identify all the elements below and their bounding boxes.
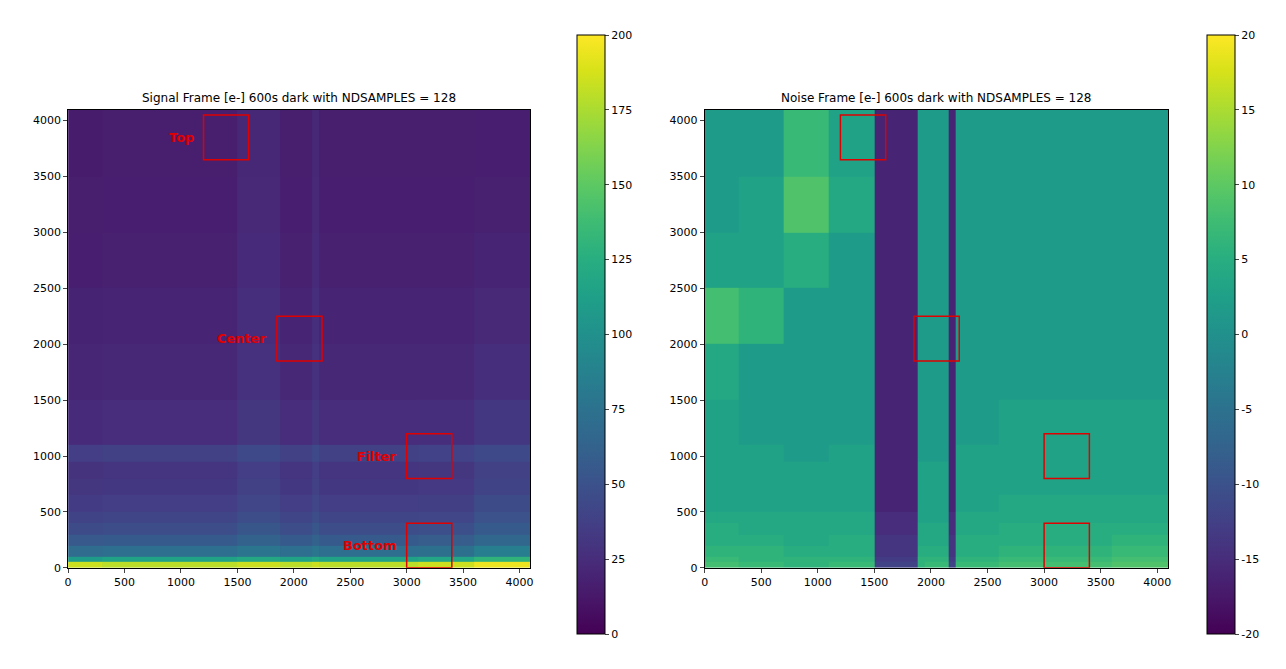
svg-text:2000: 2000 [33, 338, 61, 351]
svg-text:1500: 1500 [669, 394, 697, 407]
svg-text:2000: 2000 [669, 338, 697, 351]
svg-text:500: 500 [114, 576, 135, 589]
svg-text:100: 100 [611, 328, 632, 341]
svg-text:-20: -20 [1241, 628, 1259, 641]
svg-text:0: 0 [611, 628, 618, 641]
svg-text:20: 20 [1241, 29, 1255, 42]
svg-text:2500: 2500 [974, 576, 1002, 589]
svg-text:0: 0 [1241, 328, 1248, 341]
svg-text:1000: 1000 [669, 450, 697, 463]
svg-text:2500: 2500 [33, 282, 61, 295]
svg-text:Filter: Filter [357, 449, 397, 464]
svg-text:500: 500 [40, 506, 61, 519]
svg-text:150: 150 [611, 179, 632, 192]
svg-text:1500: 1500 [223, 576, 251, 589]
svg-text:0: 0 [701, 576, 708, 589]
svg-text:500: 500 [751, 576, 772, 589]
svg-text:1000: 1000 [33, 450, 61, 463]
svg-text:15: 15 [1241, 104, 1255, 117]
svg-text:2500: 2500 [669, 282, 697, 295]
svg-text:500: 500 [676, 506, 697, 519]
svg-text:200: 200 [611, 29, 632, 42]
svg-text:Signal Frame [e-] 600s dark wi: Signal Frame [e-] 600s dark with NDSAMPL… [142, 91, 456, 105]
svg-text:25: 25 [611, 553, 625, 566]
svg-text:50: 50 [611, 478, 625, 491]
svg-text:1000: 1000 [804, 576, 832, 589]
svg-text:3000: 3000 [33, 226, 61, 239]
svg-text:2000: 2000 [280, 576, 308, 589]
svg-text:-10: -10 [1241, 478, 1259, 491]
svg-text:-15: -15 [1241, 553, 1259, 566]
svg-text:Center: Center [217, 331, 267, 346]
svg-text:3000: 3000 [1030, 576, 1058, 589]
svg-text:1000: 1000 [167, 576, 195, 589]
svg-text:2500: 2500 [336, 576, 364, 589]
svg-text:75: 75 [611, 403, 625, 416]
svg-text:Noise Frame [e-] 600s dark wit: Noise Frame [e-] 600s dark with NDSAMPLE… [781, 91, 1091, 105]
svg-text:3500: 3500 [1087, 576, 1115, 589]
svg-text:4000: 4000 [33, 114, 61, 127]
svg-text:10: 10 [1241, 179, 1255, 192]
svg-text:3500: 3500 [669, 170, 697, 183]
svg-text:Bottom: Bottom [343, 538, 397, 553]
svg-text:5: 5 [1241, 253, 1248, 266]
svg-text:0: 0 [54, 562, 61, 575]
svg-text:3000: 3000 [393, 576, 421, 589]
svg-text:4000: 4000 [1143, 576, 1171, 589]
svg-text:3500: 3500 [33, 170, 61, 183]
svg-text:4000: 4000 [669, 114, 697, 127]
svg-text:-5: -5 [1241, 403, 1252, 416]
svg-text:3000: 3000 [669, 226, 697, 239]
svg-text:2000: 2000 [917, 576, 945, 589]
svg-text:175: 175 [611, 104, 632, 117]
svg-text:125: 125 [611, 253, 632, 266]
svg-text:1500: 1500 [33, 394, 61, 407]
svg-text:Top: Top [169, 130, 194, 145]
svg-text:3500: 3500 [449, 576, 477, 589]
svg-text:0: 0 [690, 562, 697, 575]
svg-text:0: 0 [65, 576, 72, 589]
svg-text:1500: 1500 [860, 576, 888, 589]
svg-text:4000: 4000 [506, 576, 534, 589]
